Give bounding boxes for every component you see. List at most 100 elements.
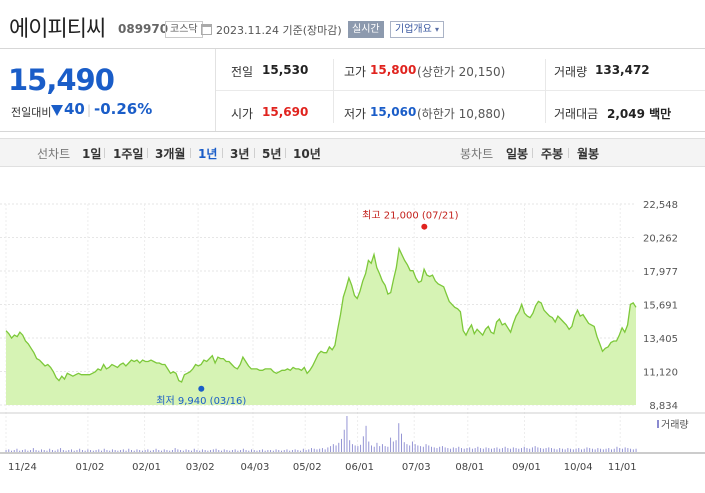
volume-bar <box>379 446 381 452</box>
volume-bar <box>591 448 593 452</box>
volume-bar <box>521 448 522 452</box>
x-tick-label: 06/01 <box>345 462 374 473</box>
volume-bar <box>223 449 225 452</box>
volume-bar <box>49 448 51 452</box>
volume-bar <box>212 449 214 452</box>
volume-bar <box>141 450 143 452</box>
volume-bar <box>155 448 157 452</box>
prev-close-value: 15,530 <box>262 63 309 77</box>
volume-bar <box>204 450 206 452</box>
current-price-cell: 15,490 전일대비 40 | -0.26% <box>0 49 216 131</box>
volume-bar <box>553 448 555 452</box>
chevron-down-icon: ▾ <box>435 25 440 34</box>
volume-bar <box>327 447 329 452</box>
quote-panel: 15,490 전일대비 40 | -0.26% 전일 15,530 고가 15,… <box>0 48 705 132</box>
tab-3y[interactable]: 3년 <box>230 147 250 161</box>
volume-bar <box>19 450 21 452</box>
volume-label: 거래량 <box>554 65 588 79</box>
volume-bar <box>103 448 105 452</box>
tab-10y[interactable]: 10년 <box>293 147 321 161</box>
tab-daily[interactable]: 일봉 <box>506 147 529 161</box>
volume-bar <box>286 449 288 452</box>
tab-1y[interactable]: 1년 <box>198 147 218 161</box>
low-marker <box>198 385 205 392</box>
volume-bar <box>504 446 506 452</box>
volume-bar <box>360 444 362 452</box>
volume-bar <box>392 441 394 452</box>
volume-bar <box>441 446 443 452</box>
x-tick-label: 09/01 <box>512 462 541 473</box>
volume-bar <box>583 448 585 452</box>
volume-bar <box>180 450 182 452</box>
volume-bar <box>32 448 34 452</box>
volume-bar <box>150 450 152 452</box>
volume-bar <box>444 447 446 452</box>
volume-bar <box>308 449 310 452</box>
volume-bar <box>507 448 509 452</box>
x-tick-label: 01/02 <box>75 462 104 473</box>
tab-1d[interactable]: 1일 <box>82 147 102 161</box>
volume-bar <box>71 449 72 452</box>
volume-bar <box>201 449 203 452</box>
volume-bar <box>491 448 492 452</box>
volume-bar <box>632 449 634 452</box>
volume-bar <box>24 449 26 452</box>
lower-limit: (하한가 10,880) <box>417 107 506 121</box>
realtime-button[interactable]: 실시간 <box>348 21 384 38</box>
volume-bar <box>60 448 62 452</box>
volume-bar <box>439 446 441 452</box>
company-overview-dropdown[interactable]: 기업개요 ▾ <box>390 21 445 38</box>
volume-bar <box>469 447 471 452</box>
tab-1w[interactable]: 1주일 <box>113 147 144 161</box>
volume-bar <box>139 450 141 452</box>
volume-bar <box>518 448 520 452</box>
volume-legend: 거래량 <box>661 419 689 431</box>
volume-bar <box>305 450 307 452</box>
volume-bar <box>545 448 547 452</box>
volume-bar <box>542 448 544 452</box>
overview-label: 기업개요 <box>395 24 432 35</box>
volume-bar <box>496 447 498 452</box>
volume-bar <box>406 444 408 452</box>
tab-monthly[interactable]: 월봉 <box>577 147 600 161</box>
volume-bar <box>261 449 263 452</box>
volume-bar <box>384 446 386 452</box>
market-badge: 코스닥 <box>165 21 203 38</box>
volume-bar <box>125 450 127 452</box>
volume-bar <box>351 444 353 452</box>
volume-bar <box>122 449 124 452</box>
volume-bars <box>5 416 637 452</box>
tab-5y[interactable]: 5년 <box>262 147 282 161</box>
y-tick-label: 17,977 <box>643 267 678 278</box>
volume-bar <box>30 450 32 452</box>
diff-value: 40 <box>64 100 85 118</box>
prev-close-label: 전일 <box>231 65 254 79</box>
volume-bar <box>210 450 212 452</box>
y-tick-label: 8,834 <box>649 401 678 412</box>
volume-bar <box>196 450 198 452</box>
tab-weekly[interactable]: 주봉 <box>541 147 564 161</box>
volume-value: 133,472 <box>595 63 650 77</box>
volume-bar <box>362 436 364 452</box>
volume-bar <box>256 450 258 452</box>
volume-bar <box>548 447 550 452</box>
volume-bar <box>581 449 582 452</box>
volume-bar <box>38 450 40 452</box>
volume-bar <box>365 425 367 452</box>
volume-bar <box>330 446 332 452</box>
volume-bar <box>436 448 438 452</box>
volume-bar <box>11 450 12 452</box>
volume-bar <box>349 440 351 452</box>
volume-bar <box>311 448 312 452</box>
volume-bar <box>373 446 375 452</box>
volume-bar <box>540 448 542 452</box>
volume-bar <box>559 448 561 452</box>
volume-bar <box>346 416 348 452</box>
tab-divider <box>147 148 148 158</box>
volume-bar <box>291 450 293 452</box>
volume-bar <box>417 445 419 452</box>
volume-bar <box>98 449 100 452</box>
tab-3m[interactable]: 3개월 <box>155 147 186 161</box>
volume-bar <box>275 449 277 452</box>
volume-bar <box>600 448 602 452</box>
